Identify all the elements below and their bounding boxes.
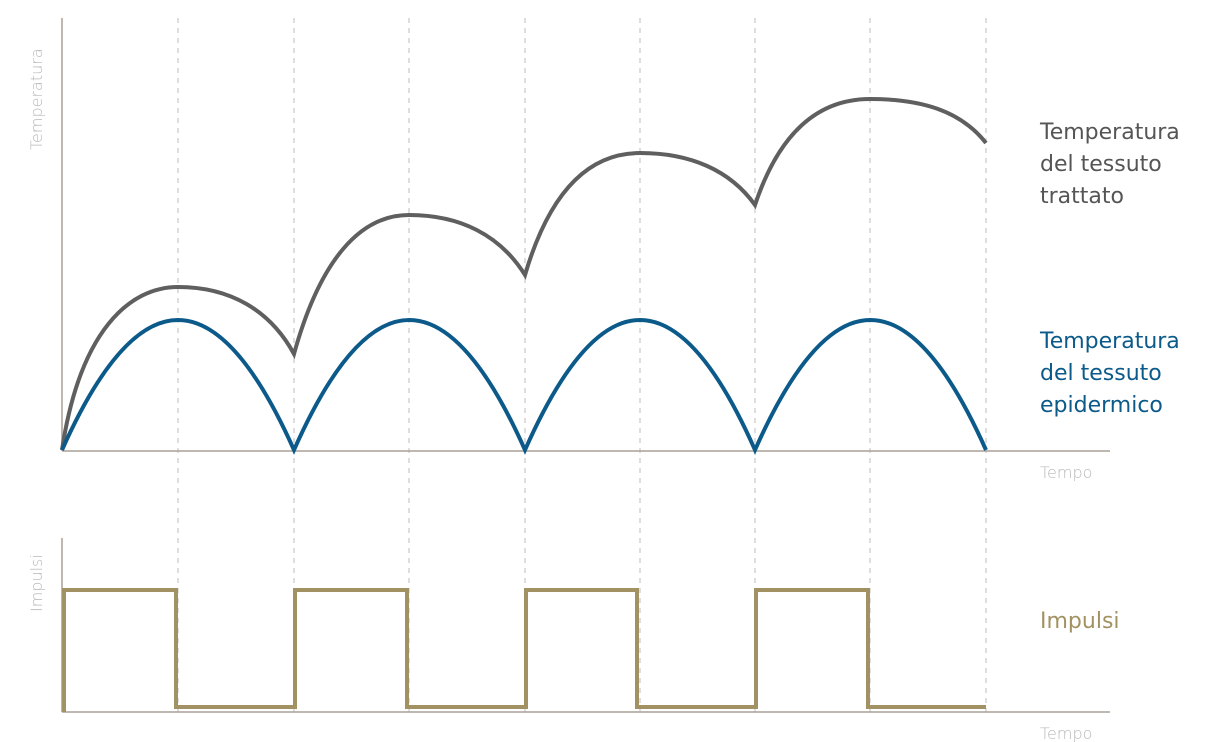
legend-line: del tessuto	[1040, 361, 1162, 386]
legend-line: Impulsi	[1040, 609, 1120, 634]
legend-line: Temperatura	[1039, 120, 1180, 145]
guide-lines	[177, 18, 987, 712]
axes	[61, 18, 1110, 713]
legend-label: Temperatura del tessuto epidermico	[1039, 329, 1187, 418]
legend-line: trattato	[1040, 184, 1124, 209]
epidermal-curve	[60, 318, 988, 455]
y-axis-label: Impulsi	[27, 554, 46, 612]
legend-label: Temperatura del tessuto trattato	[1039, 120, 1187, 209]
legend-label: Impulsi	[1040, 609, 1120, 634]
treated-curve	[60, 96, 988, 451]
legend-line: Temperatura	[1039, 329, 1180, 354]
legend-line: del tessuto	[1040, 152, 1162, 177]
legend-line: epidermico	[1040, 393, 1163, 418]
x-axis-label: Tempo	[1040, 463, 1092, 482]
pulse-wave	[62, 588, 986, 712]
y-axis-label: Temperatura	[27, 48, 46, 150]
x-axis-label: Tempo	[1040, 724, 1092, 742]
